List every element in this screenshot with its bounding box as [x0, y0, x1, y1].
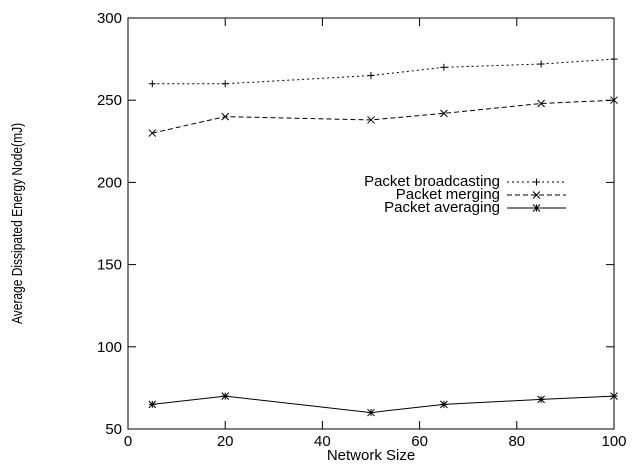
- data-point-marker: [537, 395, 545, 404]
- x-tick-label: 0: [124, 433, 132, 450]
- y-tick-label: 300: [97, 10, 122, 27]
- data-point-marker: [148, 80, 156, 88]
- plot-frame: [127, 17, 615, 430]
- data-point-marker: [367, 116, 375, 124]
- x-tick-label: 80: [508, 433, 525, 450]
- data-point-marker: [537, 60, 545, 68]
- data-point-marker: [221, 112, 230, 121]
- data-point-marker: [440, 400, 448, 409]
- y-tick-label: 200: [97, 174, 122, 191]
- y-tick-label: 150: [97, 257, 122, 274]
- x-tick-label: 100: [601, 433, 626, 450]
- data-point-marker: [610, 55, 618, 63]
- y-tick-label: 100: [97, 339, 122, 356]
- data-point-marker: [440, 63, 448, 71]
- x-tick-label: 60: [411, 433, 428, 450]
- series-line: [152, 58, 615, 85]
- legend-label: Packet merging: [396, 186, 500, 203]
- axis-ticks-group: 50 100 150 200 250 300 0 20 40 60 80 100: [97, 10, 627, 450]
- y-axis-title: Average Dissipated Energy Node(mJ): [9, 123, 26, 324]
- data-point-marker: [532, 191, 541, 199]
- x-tick-label: 40: [314, 433, 331, 450]
- x-tick-label: 20: [217, 433, 234, 450]
- data-point-marker: [367, 72, 375, 80]
- y-tick-label: 250: [97, 92, 122, 109]
- legend-label: Packet broadcasting: [364, 173, 500, 190]
- data-point-marker: [537, 99, 545, 108]
- series-line: [152, 99, 615, 134]
- data-point-marker: [221, 80, 229, 88]
- data-point-marker: [148, 129, 157, 137]
- series-line: [152, 395, 615, 414]
- data-point-marker: [610, 392, 618, 400]
- data-point-marker: [532, 204, 541, 212]
- legend-label: Packet averaging: [384, 199, 500, 216]
- series-group: [148, 55, 618, 417]
- plot-frame-group: [127, 17, 615, 430]
- data-point-marker: [367, 408, 375, 417]
- data-point-marker: [148, 400, 157, 409]
- x-axis-title: Network Size: [327, 447, 415, 464]
- data-point-marker: [533, 178, 540, 186]
- y-tick-label: 50: [105, 421, 122, 438]
- data-point-marker: [440, 109, 448, 118]
- data-point-marker: [610, 96, 618, 105]
- data-point-marker: [221, 392, 230, 400]
